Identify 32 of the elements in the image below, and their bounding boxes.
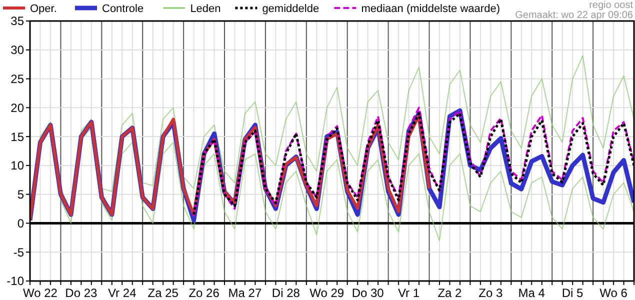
x-tick-label: Zo 3 [478, 286, 504, 300]
x-tick-label: Ma 27 [228, 286, 262, 300]
y-tick-label: 10 [10, 158, 24, 173]
y-tick-label: 15 [10, 130, 24, 144]
y-tick-label: 5 [17, 188, 24, 202]
legend-label: Controle [102, 3, 144, 15]
x-tick-label: Vr 24 [108, 286, 137, 300]
y-tick-label: -5 [13, 245, 24, 260]
x-tick-label: Wo 22 [23, 286, 58, 300]
text: regio oost [589, 0, 634, 11]
legend-label: Oper. [30, 3, 57, 15]
x-tick-label: Za 2 [438, 286, 462, 300]
y-tick-label: 35 [10, 14, 24, 28]
legend-label: mediaan (middelste waarde) [361, 3, 500, 15]
x-tick-label: Zo 26 [188, 286, 220, 300]
legend-label: gemiddelde [262, 3, 320, 15]
text: Gemaakt: wo 22 apr 09:06 [515, 10, 634, 21]
x-tick-label: Wo 29 [310, 286, 344, 300]
x-tick-label: Do 30 [352, 286, 384, 300]
legend-label: Leden [190, 3, 221, 15]
x-tick-label: Di 5 [562, 286, 584, 300]
x-tick-label: Za 25 [148, 286, 179, 300]
x-tick-label: Vr 1 [398, 286, 420, 300]
x-tick-label: Wo 6 [600, 286, 628, 300]
x-tick-label: Ma 4 [518, 286, 546, 300]
y-tick-label: 0 [17, 216, 24, 230]
y-tick-label: 20 [10, 100, 24, 115]
x-tick-label: Di 28 [272, 286, 300, 300]
x-tick-label: Do 23 [65, 286, 98, 300]
y-tick-label: 25 [10, 72, 24, 86]
y-tick-label: -10 [6, 274, 24, 288]
y-tick-label: 30 [10, 43, 24, 58]
